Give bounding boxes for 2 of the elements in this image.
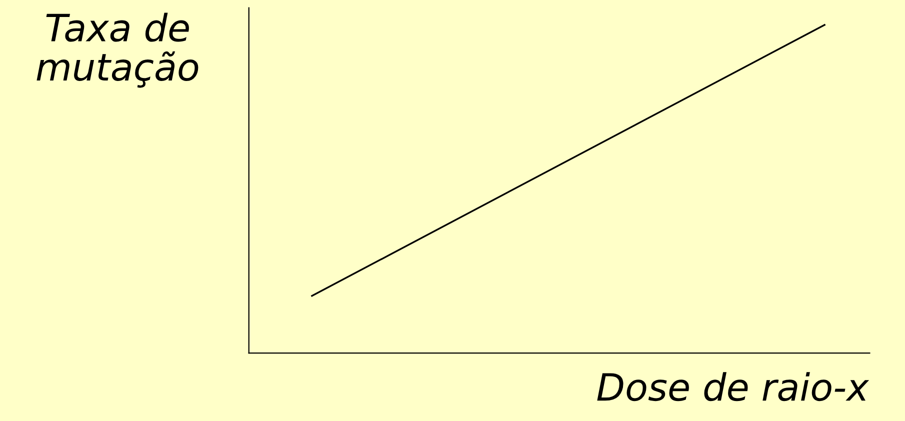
y-axis-title: Taxa de mutação (36, 12, 198, 88)
x-axis-title: Dose de raio-x (597, 372, 870, 402)
